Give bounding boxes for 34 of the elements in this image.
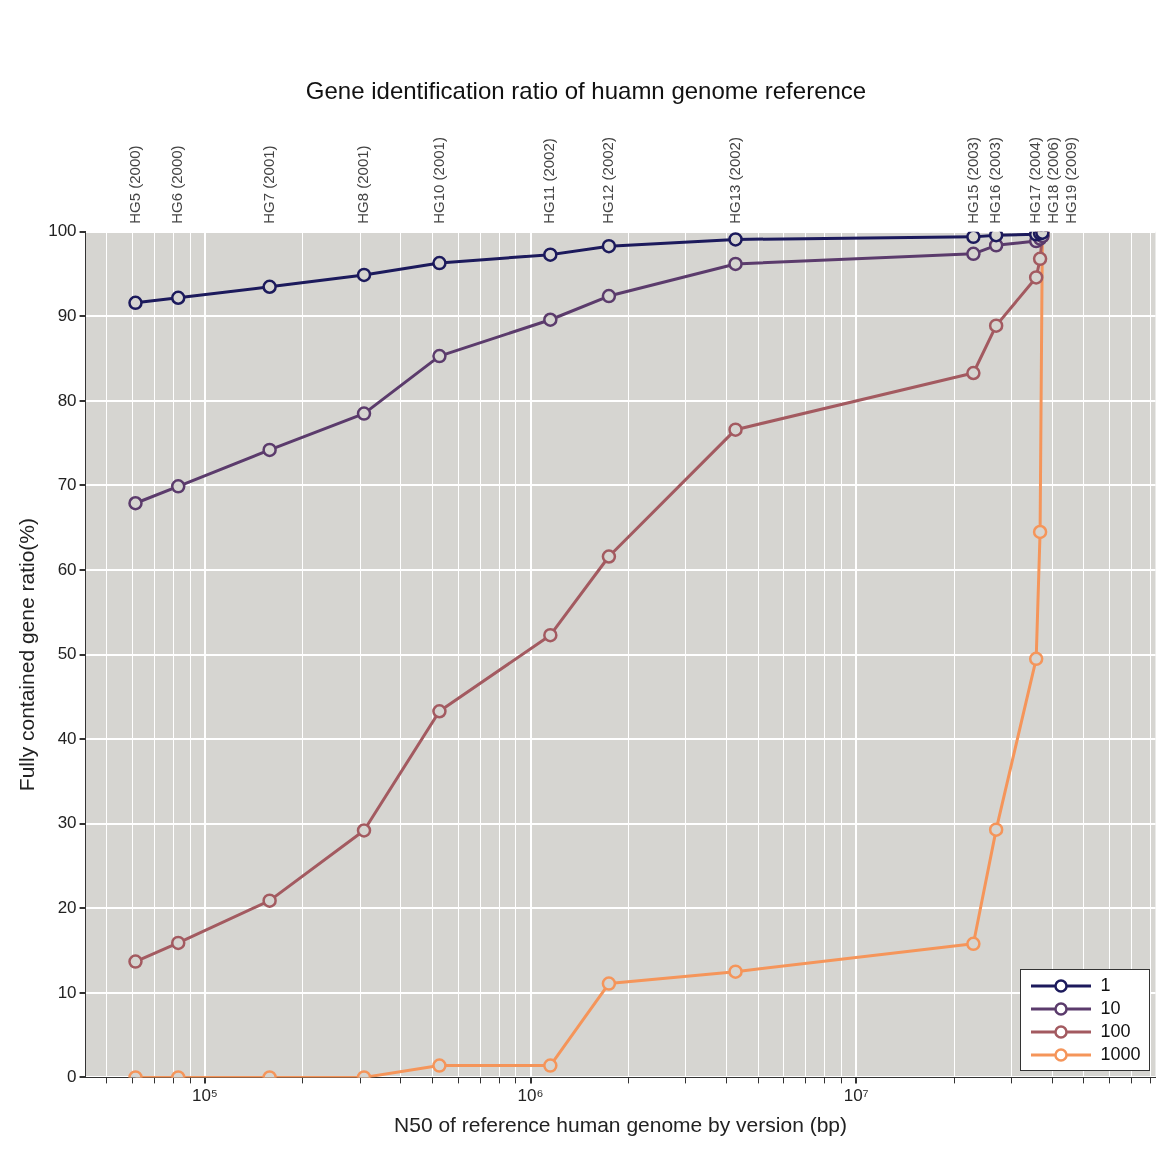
chart-title: Gene identification ratio of huamn genome reference (305, 77, 867, 105)
y-tick-label: 50 (57, 644, 77, 664)
x-tick-label: 10⁷ (843, 1086, 869, 1106)
y-tick-label: 70 (57, 475, 77, 495)
legend-label: 1 (1100, 975, 1111, 997)
text: HG15 (2003) (963, 137, 981, 224)
y-tick-label: 10 (57, 982, 77, 1002)
legend-label: 10 (1100, 998, 1121, 1020)
y-tick-label: 0 (67, 1067, 77, 1087)
text: HG12 (2002) (599, 137, 617, 224)
x-axis-title: N50 of reference human genome by version (bp) (394, 1113, 847, 1137)
y-tick-label: 20 (57, 897, 77, 917)
text: HG8 (2001) (354, 145, 372, 224)
text: HG7 (2001) (259, 145, 277, 224)
y-axis-title: Fully contained gene ratio(%) (15, 518, 39, 792)
text: HG13 (2002) (725, 137, 743, 224)
text: HG16 (2003) (986, 137, 1004, 224)
x-tick-label: 10⁶ (517, 1086, 544, 1106)
y-tick-label: 90 (57, 306, 77, 326)
text: HG19 (2009) (1062, 137, 1080, 224)
y-tick-label: 40 (57, 728, 77, 748)
legend-label: 1000 (1100, 1044, 1141, 1066)
text: HG17 (2004) (1026, 137, 1044, 224)
y-tick-label: 100 (48, 221, 77, 241)
legend-label: 100 (1100, 1021, 1131, 1043)
text: HG6 (2000) (168, 145, 186, 224)
x-tick-label: 10⁵ (191, 1086, 218, 1106)
y-tick-label: 60 (57, 559, 77, 579)
y-tick-label: 80 (57, 390, 77, 410)
text: HG10 (2001) (429, 137, 447, 224)
text: HG5 (2000) (125, 145, 143, 224)
text: HG18 (2006) (1044, 137, 1062, 224)
y-tick-label: 30 (57, 813, 77, 833)
text: HG11 (2002) (540, 138, 558, 224)
